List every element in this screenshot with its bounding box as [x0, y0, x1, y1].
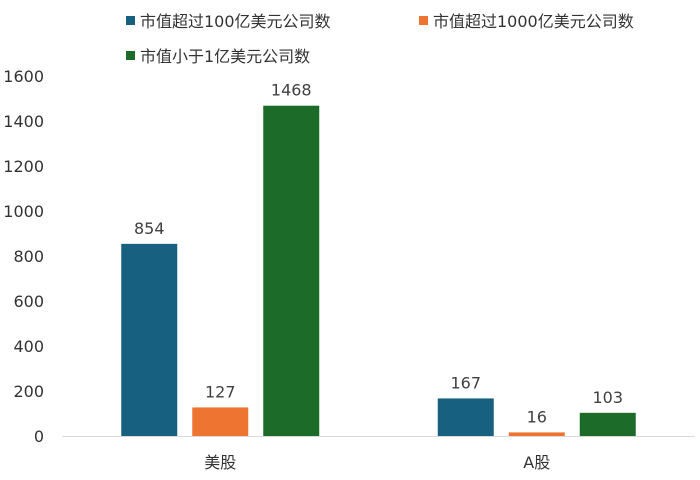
legend-label-series-3: 市值小于1亿美元公司数	[140, 47, 311, 66]
y-tick-label: 1200	[3, 157, 44, 176]
x-axis: 美股 A股	[62, 436, 695, 472]
bar	[508, 432, 565, 436]
data-label: 854	[134, 219, 165, 238]
bar	[192, 407, 249, 436]
x-tick-label: 美股	[204, 453, 236, 472]
y-tick-label: 200	[13, 382, 44, 401]
data-label: 1468	[271, 81, 312, 100]
bar	[121, 243, 178, 436]
data-label: 167	[450, 373, 481, 392]
x-tick-label: A股	[523, 453, 550, 472]
bars	[121, 105, 636, 436]
legend-swatch-series-3	[126, 50, 135, 60]
legend-item-series-3: 市值小于1亿美元公司数	[126, 43, 310, 67]
y-tick-label: 1600	[3, 67, 44, 86]
y-tick-label: 600	[13, 292, 44, 311]
bar	[263, 105, 320, 436]
bar	[579, 412, 636, 436]
legend-label-series-1: 市值超过100亿美元公司数	[140, 12, 331, 31]
data-label: 103	[592, 388, 623, 407]
y-axis: 0 200 400 600 800 1000 1200 1400 1600	[3, 67, 44, 446]
legend-swatch-series-2	[419, 15, 428, 25]
legend-swatch-series-1	[126, 15, 135, 25]
data-label: 16	[527, 407, 547, 426]
y-tick-label: 0	[34, 427, 44, 446]
y-tick-label: 800	[13, 247, 44, 266]
y-tick-label: 400	[13, 337, 44, 356]
data-label: 127	[205, 382, 236, 401]
data-labels: 854 127 1468 167 16 103	[134, 81, 623, 427]
bar	[437, 398, 494, 436]
legend-item-series-1: 市值超过100亿美元公司数	[126, 8, 331, 32]
legend-label-series-2: 市值超过1000亿美元公司数	[433, 12, 634, 31]
legend-item-series-2: 市值超过1000亿美元公司数	[419, 8, 634, 32]
y-tick-label: 1400	[3, 112, 44, 131]
y-tick-label: 1000	[3, 202, 44, 221]
